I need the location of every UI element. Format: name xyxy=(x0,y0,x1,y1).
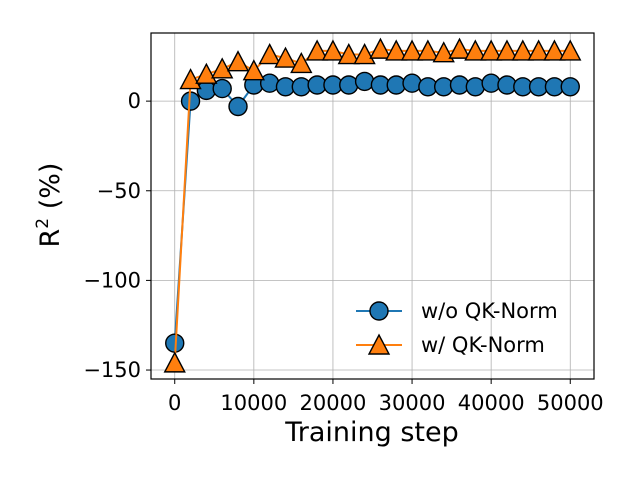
data-point xyxy=(179,68,202,90)
x-axis-label: Training step xyxy=(284,417,459,448)
y-axis-label-unit: (%) xyxy=(35,163,66,218)
data-point xyxy=(416,39,440,61)
legend-marker-wo-qk-norm xyxy=(369,301,389,321)
data-point xyxy=(212,78,232,99)
ticks: 0 10000 20000 30000 40000 50000 0 −50 −100 −150 xyxy=(83,89,603,415)
legend-label-w-qk-norm: w/ QK-Norm xyxy=(421,333,545,357)
y-tick-label: −150 xyxy=(83,358,141,382)
data-point xyxy=(290,51,313,74)
data-point xyxy=(258,43,281,65)
data-point xyxy=(432,41,455,63)
x-tick-label: 0 xyxy=(168,391,181,415)
data-point xyxy=(195,62,218,84)
data-point xyxy=(305,39,329,61)
x-tick-label: 20000 xyxy=(300,391,367,415)
data-point xyxy=(527,39,550,61)
data-point xyxy=(495,39,519,61)
x-tick-label: 50000 xyxy=(537,391,604,415)
data-point xyxy=(274,46,297,68)
data-point xyxy=(400,39,424,61)
legend-label-wo-qk-norm: w/o QK-Norm xyxy=(421,299,558,323)
x-tick-label: 10000 xyxy=(220,391,287,415)
data-point xyxy=(337,43,360,65)
y-tick-label: −50 xyxy=(97,179,141,203)
data-point xyxy=(560,77,580,97)
series-w-qk-norm xyxy=(163,37,582,373)
series-group xyxy=(163,37,582,373)
series-wo-qk-norm xyxy=(165,71,580,353)
data-point xyxy=(226,50,250,72)
data-point xyxy=(465,77,486,97)
legend: w/o QK-Norm w/ QK-Norm xyxy=(356,299,558,357)
data-point xyxy=(480,39,503,61)
data-point xyxy=(163,351,186,373)
data-point xyxy=(211,57,234,79)
y-axis-label-base: R xyxy=(35,229,66,248)
data-point xyxy=(339,75,359,95)
data-point xyxy=(321,39,345,61)
data-point xyxy=(464,39,487,61)
y-axis-label-superscript: 2 xyxy=(33,218,53,229)
x-tick-label: 30000 xyxy=(379,391,446,415)
data-point xyxy=(402,73,422,93)
data-point xyxy=(543,39,566,61)
data-point xyxy=(369,37,392,59)
legend-marker-w-qk-norm xyxy=(367,333,391,355)
plot-frame xyxy=(150,32,595,380)
y-axis-label: R2 (%) xyxy=(33,163,66,248)
data-point xyxy=(559,39,582,61)
x-tick-label: 40000 xyxy=(458,391,525,415)
data-point xyxy=(511,39,534,61)
y-tick-label: 0 xyxy=(128,89,141,113)
data-point xyxy=(228,96,248,117)
y-tick-label: −100 xyxy=(83,268,141,292)
data-point xyxy=(385,39,408,61)
data-point xyxy=(259,73,280,93)
data-point xyxy=(354,71,375,92)
data-point xyxy=(448,37,471,59)
data-point xyxy=(242,59,265,81)
